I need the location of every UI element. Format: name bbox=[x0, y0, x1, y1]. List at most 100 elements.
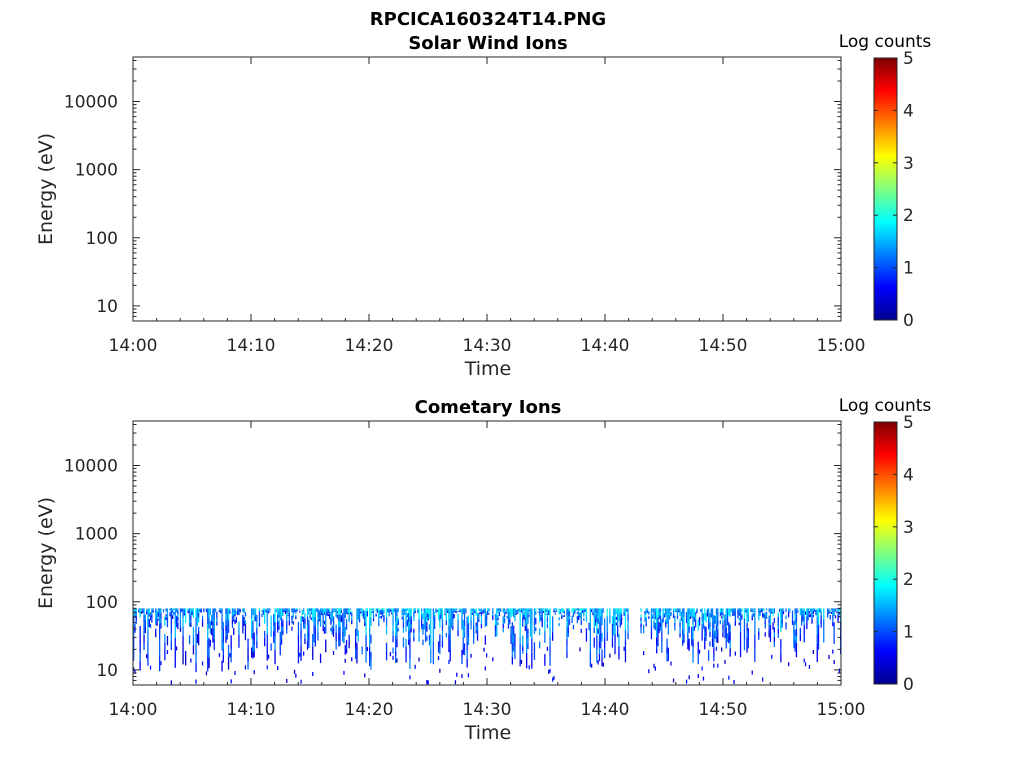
heatmap-cell bbox=[453, 614, 455, 617]
heatmap-cell bbox=[244, 628, 247, 633]
heatmap-cell bbox=[383, 611, 385, 614]
heatmap-cell bbox=[417, 611, 419, 613]
heatmap-cell bbox=[802, 616, 804, 620]
heatmap-cell bbox=[187, 610, 189, 612]
heatmap-cell bbox=[278, 614, 280, 618]
heatmap-cell bbox=[347, 611, 349, 613]
heatmap-cell bbox=[253, 638, 255, 646]
heatmap-cell bbox=[566, 608, 568, 615]
heatmap-cell bbox=[578, 618, 580, 621]
heatmap-cell bbox=[600, 608, 602, 617]
heatmap-cell bbox=[423, 616, 425, 622]
heatmap-cell bbox=[701, 608, 703, 613]
heatmap-cell bbox=[578, 610, 580, 613]
heatmap-cell bbox=[828, 610, 830, 612]
heatmap-cell bbox=[182, 608, 184, 618]
heatmap-cell bbox=[465, 609, 467, 611]
x-tick-label: 14:00 bbox=[109, 700, 158, 720]
heatmap-cell bbox=[568, 621, 571, 625]
heatmap-cell bbox=[788, 615, 790, 618]
heatmap-cell bbox=[689, 608, 692, 611]
heatmap-cell bbox=[580, 620, 582, 625]
heatmap-cell bbox=[395, 651, 397, 656]
heatmap-cell bbox=[604, 648, 606, 659]
heatmap-cell bbox=[432, 630, 434, 642]
heatmap-cell bbox=[435, 608, 437, 611]
heatmap-cell bbox=[404, 611, 406, 613]
heatmap-cell bbox=[190, 619, 192, 624]
heatmap-cell bbox=[439, 668, 441, 673]
x-tick-label: 14:10 bbox=[227, 700, 276, 720]
heatmap-cell bbox=[430, 635, 432, 650]
heatmap-cell bbox=[679, 612, 681, 616]
heatmap-cell bbox=[803, 616, 805, 626]
heatmap-cell bbox=[365, 648, 367, 663]
heatmap-cell bbox=[785, 615, 787, 620]
heatmap-cell bbox=[531, 608, 533, 624]
heatmap-cell bbox=[378, 612, 380, 618]
panel-title: Solar Wind Ions bbox=[408, 33, 567, 54]
heatmap-cell bbox=[597, 608, 599, 614]
heatmap-cell bbox=[424, 633, 427, 642]
heatmap-cell bbox=[195, 662, 197, 673]
heatmap-cell bbox=[520, 609, 523, 611]
heatmap-cell bbox=[643, 624, 645, 634]
heatmap-cell bbox=[342, 632, 344, 637]
heatmap-cell bbox=[650, 620, 653, 627]
heatmap-cell bbox=[174, 623, 176, 639]
heatmap-cell bbox=[602, 609, 604, 611]
heatmap-cell bbox=[308, 619, 310, 626]
heatmap-cell bbox=[624, 619, 627, 631]
heatmap-cell bbox=[678, 610, 680, 612]
heatmap-cell bbox=[619, 617, 621, 623]
heatmap-cell bbox=[460, 608, 462, 610]
heatmap-cell bbox=[277, 622, 279, 626]
heatmap-cell bbox=[503, 612, 506, 615]
heatmap-cell bbox=[693, 608, 695, 614]
heatmap-cell bbox=[275, 609, 277, 611]
heatmap-cell bbox=[589, 622, 591, 638]
heatmap-cell bbox=[463, 631, 466, 638]
heatmap-cell bbox=[648, 612, 650, 615]
heatmap-cell bbox=[614, 627, 616, 635]
heatmap-cell bbox=[763, 608, 765, 611]
heatmap-cell bbox=[711, 631, 714, 640]
heatmap-cell bbox=[511, 643, 513, 651]
heatmap-cell bbox=[837, 618, 839, 623]
heatmap-cell bbox=[222, 621, 224, 629]
heatmap-cell bbox=[682, 634, 684, 641]
heatmap-cell bbox=[325, 639, 327, 646]
heatmap-cell bbox=[470, 616, 472, 622]
heatmap-cell bbox=[408, 622, 410, 627]
heatmap-cell bbox=[222, 628, 224, 636]
heatmap-cell bbox=[256, 634, 258, 642]
heatmap-cell bbox=[811, 614, 813, 618]
heatmap-cell bbox=[284, 610, 287, 612]
heatmap-cell bbox=[387, 609, 389, 611]
heatmap-cell bbox=[327, 613, 329, 616]
heatmap-cell bbox=[709, 613, 711, 619]
heatmap-cell bbox=[149, 616, 152, 621]
heatmap-cell bbox=[356, 656, 358, 664]
heatmap-cell bbox=[195, 644, 197, 654]
heatmap-cell bbox=[498, 608, 500, 610]
heatmap-cell bbox=[143, 642, 145, 651]
heatmap-cell bbox=[702, 618, 705, 624]
heatmap-cell bbox=[725, 608, 727, 619]
heatmap-cell bbox=[348, 641, 350, 649]
heatmap-cell bbox=[487, 610, 489, 613]
heatmap-cell bbox=[365, 635, 367, 650]
heatmap-cell bbox=[449, 640, 451, 651]
heatmap-cell bbox=[198, 612, 200, 618]
heatmap-cell bbox=[434, 615, 436, 619]
heatmap-cell bbox=[242, 630, 244, 634]
heatmap-cell bbox=[531, 638, 533, 654]
heatmap-cell bbox=[385, 617, 388, 626]
heatmap-cell bbox=[833, 608, 835, 616]
heatmap-cell bbox=[462, 637, 464, 643]
heatmap-cell bbox=[828, 609, 830, 611]
y-tick-label: 10 bbox=[96, 661, 118, 681]
heatmap-cell bbox=[147, 619, 149, 632]
heatmap-cell bbox=[701, 620, 703, 625]
heatmap-cell bbox=[746, 637, 748, 646]
